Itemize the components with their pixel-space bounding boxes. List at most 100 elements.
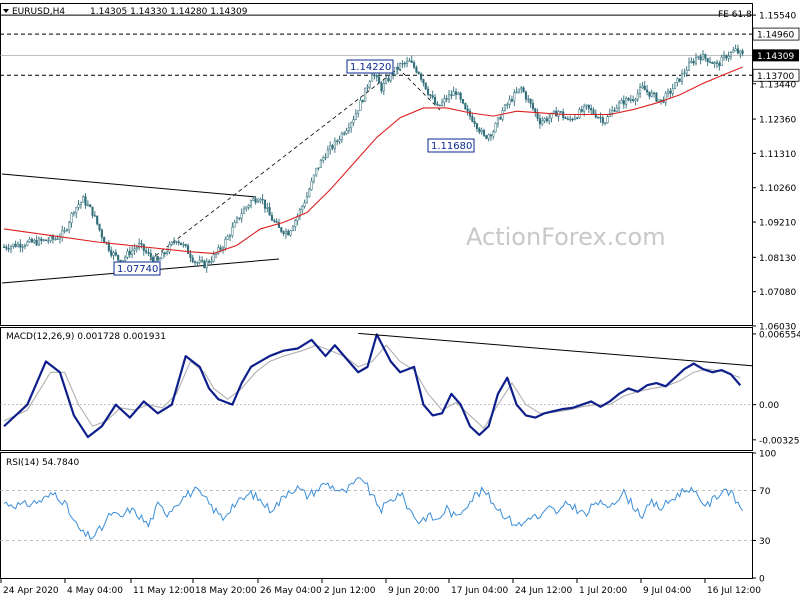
dropdown-triangle-icon[interactable] <box>3 9 9 13</box>
candle-body <box>413 62 416 68</box>
low-label-box <box>427 138 475 153</box>
candle-body <box>573 117 576 120</box>
high-label-box <box>346 59 394 74</box>
candle-body <box>56 238 59 241</box>
candle-body <box>646 89 649 93</box>
candle-body <box>170 241 173 245</box>
candle-body <box>240 213 243 219</box>
candle-body <box>49 236 52 241</box>
time-tick-label: 9 Jul 04:00 <box>643 586 692 596</box>
candle-body <box>249 200 253 206</box>
candle-body <box>301 206 304 210</box>
candle-body <box>510 99 513 102</box>
candle-body <box>366 86 369 89</box>
candle-body <box>357 110 360 114</box>
candle-body <box>678 78 681 82</box>
rsi-tick-label: 0 <box>759 575 765 585</box>
level-price-box <box>752 68 800 82</box>
candle-body <box>494 122 497 133</box>
candle-body <box>429 94 432 96</box>
candle-body <box>86 204 89 206</box>
candle-body <box>676 78 679 83</box>
candle-body <box>112 252 115 256</box>
candle-body <box>196 262 199 264</box>
candle-body <box>173 241 176 244</box>
ema-line <box>3 66 743 254</box>
price-tick-label: 1.07080 <box>759 288 796 298</box>
candle-body <box>664 92 667 103</box>
candle-body <box>259 198 262 202</box>
candle-body <box>569 118 572 121</box>
candle-body <box>82 196 85 203</box>
candle-body <box>233 221 236 228</box>
candle-body <box>420 73 423 80</box>
macd-tick-label: 0.006554 <box>759 330 800 340</box>
candle-body <box>522 87 525 93</box>
time-tick-label: 2 Jun 12:00 <box>324 586 376 596</box>
price-pane <box>0 3 753 326</box>
candle-body <box>699 56 702 61</box>
candle-body <box>254 198 257 203</box>
candle-body <box>660 99 663 101</box>
candle-body <box>315 167 318 176</box>
candle-body <box>166 251 169 255</box>
candle-body <box>322 157 325 161</box>
price-chart: 1.14220 1.11680 1.07740 <box>0 14 752 284</box>
candle-body <box>187 245 190 255</box>
candle-body <box>203 260 206 269</box>
candle-body <box>706 58 709 63</box>
candle-body <box>508 99 511 105</box>
candle-body <box>506 104 509 106</box>
candle-body <box>68 222 71 231</box>
candle-body <box>163 252 166 255</box>
candle-body <box>583 105 586 112</box>
candle-body <box>161 252 164 259</box>
candle-body <box>452 91 455 96</box>
candle-body <box>221 247 225 250</box>
candle-body <box>168 244 171 253</box>
candle-body <box>517 88 520 93</box>
candle-body <box>93 215 96 217</box>
candle-body <box>673 82 677 90</box>
candle-body <box>110 250 113 256</box>
candle-body <box>741 50 744 54</box>
candle-body <box>289 230 292 236</box>
candle-body <box>201 260 204 262</box>
candle-body <box>629 99 632 101</box>
candle-body <box>145 250 148 253</box>
candle-body <box>622 100 625 105</box>
price-tick-label: 1.10260 <box>759 184 796 194</box>
candle-body <box>445 98 448 100</box>
candle-body <box>534 108 537 113</box>
candle-body <box>352 119 355 124</box>
candle-body <box>287 230 290 236</box>
candle-body <box>529 98 532 104</box>
candle-body <box>47 240 50 242</box>
candle-body <box>440 101 444 106</box>
candle-body <box>12 243 15 247</box>
candle-body <box>667 90 670 94</box>
candle-body <box>242 208 246 214</box>
candle-body <box>515 91 518 94</box>
candle-body <box>331 145 334 149</box>
candle-body <box>657 99 660 102</box>
candle-body <box>333 140 336 149</box>
candle-body <box>608 113 611 117</box>
candle-body <box>224 239 227 249</box>
candle-body <box>343 133 346 135</box>
candle-body <box>219 247 222 250</box>
candle-body <box>671 88 674 94</box>
candle-body <box>708 61 712 63</box>
candle-body <box>14 243 17 248</box>
candle-body <box>364 87 367 102</box>
candle-body <box>636 93 639 100</box>
bottom-label: 1.07740 <box>117 264 158 275</box>
candle-body <box>252 198 255 201</box>
candle-body <box>527 98 530 101</box>
candle-body <box>464 103 467 110</box>
candle-body <box>482 130 486 136</box>
high-label: 1.14220 <box>350 62 391 73</box>
candle-body <box>513 92 516 102</box>
candle-body <box>345 130 348 135</box>
candle-body <box>231 226 234 236</box>
